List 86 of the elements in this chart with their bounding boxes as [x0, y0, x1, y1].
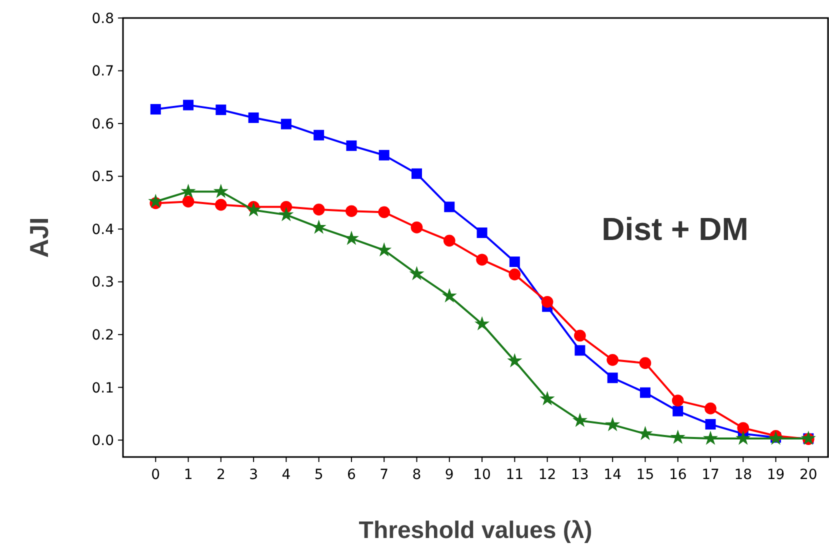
point	[800, 430, 816, 445]
x-tick-label: 12	[538, 467, 556, 483]
x-tick-label: 2	[216, 467, 226, 483]
point	[378, 150, 390, 160]
point	[705, 419, 716, 430]
x-tick-label: 1	[184, 467, 193, 483]
x-tick-label: 16	[668, 467, 687, 483]
x-tick-label: 18	[734, 467, 752, 483]
point	[444, 202, 455, 212]
point	[412, 168, 422, 179]
x-tick-label: 14	[604, 467, 622, 483]
point	[702, 430, 718, 445]
point	[248, 112, 259, 123]
x-tick-label: 19	[766, 467, 785, 483]
x-tick-label: 20	[800, 467, 818, 483]
point	[183, 100, 194, 110]
point	[312, 204, 325, 216]
point	[344, 230, 359, 245]
point	[670, 430, 686, 444]
point	[213, 184, 228, 198]
point	[672, 394, 684, 406]
point	[606, 354, 618, 366]
x-tick-label: 11	[506, 467, 524, 483]
point	[246, 202, 262, 216]
x-axis-title: Threshold values (λ)	[358, 517, 592, 544]
point	[410, 222, 423, 234]
x-tick-label: 10	[473, 467, 491, 483]
point	[476, 228, 488, 238]
point	[216, 104, 226, 116]
point	[638, 426, 653, 440]
y-tick-label: 0.0	[92, 433, 114, 450]
point	[346, 205, 358, 218]
point	[180, 184, 196, 198]
x-tick-label: 3	[249, 467, 258, 483]
annotation: Dist + DM	[602, 211, 748, 247]
x-tick-label: 5	[314, 467, 324, 483]
x-tick-label: 0	[151, 467, 160, 483]
y-tick-label: 0.5	[92, 169, 114, 186]
point	[311, 220, 326, 234]
point	[215, 198, 227, 211]
x-tick-label: 15	[636, 467, 654, 483]
point	[150, 104, 161, 115]
point	[507, 353, 522, 368]
point	[182, 196, 194, 208]
y-tick-label: 0.4	[92, 222, 114, 238]
point	[346, 140, 357, 151]
y-tick-label: 0.3	[92, 274, 114, 291]
point	[376, 242, 392, 257]
point	[672, 406, 684, 416]
point	[639, 357, 652, 369]
y-tick-label: 0.8	[92, 10, 114, 27]
point	[474, 316, 490, 330]
point	[508, 268, 521, 280]
point	[476, 254, 488, 266]
point	[736, 430, 751, 445]
y-axis-title: AJI	[24, 217, 54, 258]
point	[574, 330, 586, 342]
y-tick-label: 0.7	[92, 64, 114, 80]
x-tick-label: 9	[444, 467, 454, 483]
y-tick-label: 0.1	[92, 380, 114, 396]
x-tick-label: 4	[282, 467, 291, 483]
point	[607, 372, 618, 384]
point	[605, 416, 620, 432]
point	[443, 234, 456, 247]
point	[737, 422, 750, 434]
point	[572, 412, 588, 427]
x-tick-label: 7	[380, 467, 389, 483]
point	[409, 266, 424, 280]
point	[540, 391, 555, 406]
x-tick-label: 8	[412, 467, 422, 483]
point	[704, 402, 716, 414]
point	[574, 345, 586, 356]
point	[278, 206, 294, 222]
point	[541, 296, 554, 308]
point	[509, 256, 520, 268]
point	[640, 387, 650, 398]
x-tick-label: 17	[702, 467, 720, 483]
x-tick-label: 13	[571, 467, 589, 483]
y-tick-label: 0.6	[92, 116, 114, 132]
point	[768, 430, 784, 445]
point	[378, 206, 390, 218]
y-tick-label: 0.2	[92, 327, 114, 344]
point	[442, 288, 457, 302]
point	[314, 130, 324, 140]
point	[280, 118, 292, 130]
x-tick-label: 6	[347, 467, 356, 483]
